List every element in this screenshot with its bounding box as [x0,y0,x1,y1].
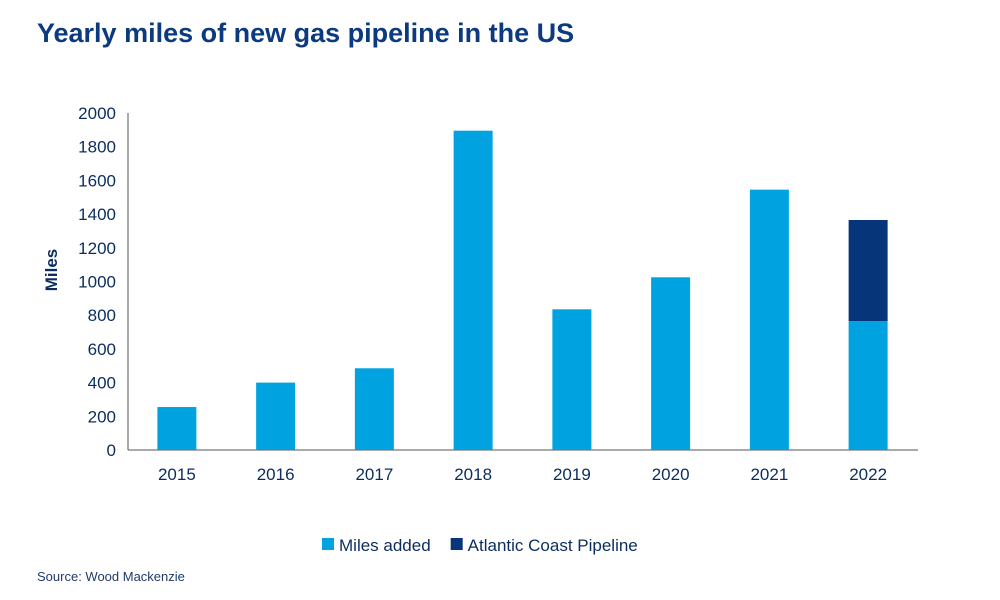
x-tick-label: 2021 [750,465,788,484]
x-tick-label: 2022 [849,465,887,484]
y-tick-label: 200 [88,407,116,426]
legend-label-0: Miles added [339,536,431,555]
y-tick-label: 1400 [78,205,116,224]
x-tick-label: 2018 [454,465,492,484]
bar-miles-added-2016 [256,382,296,450]
y-tick-label: 0 [107,441,116,460]
bar-miles-added-2015 [157,407,197,450]
y-tick-label: 400 [88,374,116,393]
bar-miles-added-2019 [552,309,592,450]
legend-label-1: Atlantic Coast Pipeline [468,536,638,555]
bar-miles-added-2020 [651,277,691,450]
chart-title: Yearly miles of new gas pipeline in the … [37,18,575,48]
x-tick-label: 2020 [652,465,690,484]
y-tick-label: 800 [88,306,116,325]
x-tick-label: 2019 [553,465,591,484]
y-tick-label: 1800 [78,138,116,157]
bar-miles-added-2022 [848,321,888,450]
bar-miles-added-2021 [749,189,789,451]
legend-swatch-0 [322,538,334,550]
source-note: Source: Wood Mackenzie [37,569,185,584]
x-tick-label: 2016 [257,465,295,484]
bar-atlantic-coast-pipeline-2022 [848,219,888,322]
y-axis-label: Miles [42,249,61,292]
y-tick-label: 1200 [78,239,116,258]
y-tick-label: 2000 [78,104,116,123]
legend-swatch-1 [450,538,463,550]
y-tick-label: 600 [88,340,116,359]
y-tick-label: 1600 [78,171,116,190]
x-tick-label: 2017 [355,465,393,484]
bar-miles-added-2018 [453,130,493,450]
x-tick-label: 2015 [158,465,196,484]
y-tick-label: 1000 [78,273,116,292]
bar-miles-added-2017 [354,368,394,450]
